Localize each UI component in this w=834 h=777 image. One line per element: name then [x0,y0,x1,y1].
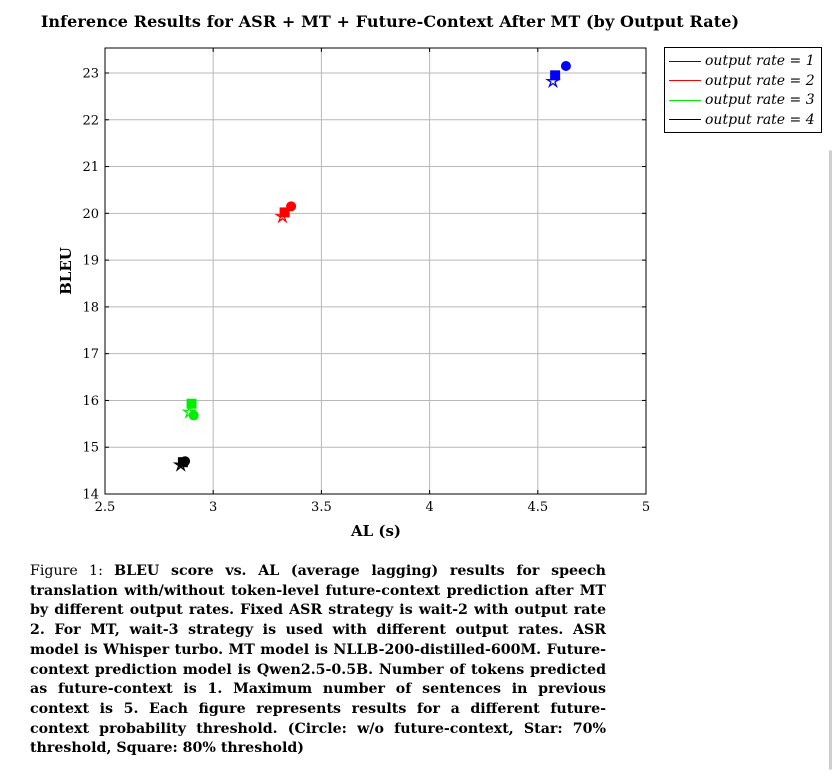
y-tick-label: 19 [82,254,99,269]
y-tick-label: 18 [82,300,99,315]
square-marker [186,398,197,409]
legend-line-swatch [669,80,701,81]
legend-label: output rate = 2 [705,72,815,89]
y-tick-label: 22 [82,113,99,128]
caption-label: Figure 1: [30,563,115,579]
y-tick-label: 16 [82,394,99,409]
y-tick-label: 15 [82,441,99,456]
legend-label: output rate = 1 [705,53,815,69]
y-tick-label: 14 [82,488,99,503]
axis-ticks: 2.5 3 3.5 4 4.5 5 14 15 16 17 18 19 20 21 22 23 [82,48,650,515]
chart-title: Inference Results for ASR + MT + Future-… [40,12,740,31]
x-tick-label: 3 [209,500,217,515]
legend-line-swatch [669,119,701,120]
x-tick-label: 4.5 [527,500,548,515]
x-tick-label: 5 [642,500,650,515]
data-markers [172,60,571,472]
x-tick-label: 3.5 [311,500,332,515]
square-marker [279,207,290,218]
grid-lines [105,48,646,494]
x-axis-label: AL (s) [350,522,401,540]
x-tick-label: 2.5 [95,500,116,515]
y-tick-label: 23 [82,67,99,82]
legend-entry: output rate = 4 [669,110,815,130]
legend: output rate = 1 output rate = 2 output rat… [664,47,822,133]
y-tick-label: 17 [82,347,99,362]
x-tick-label: 4 [425,500,433,515]
y-tick-label: 21 [82,160,99,175]
circle-marker [560,60,571,71]
y-tick-label: 20 [82,207,99,222]
legend-label: output rate = 4 [705,111,815,128]
legend-entry: output rate = 2 [669,71,815,91]
plot-frame [104,47,647,495]
y-axis-label: BLEU [57,247,75,295]
legend-line-swatch [669,60,701,62]
scrollbar[interactable] [829,150,832,770]
square-marker [177,457,188,468]
legend-entry: output rate = 1 [669,51,815,71]
legend-line-swatch [669,99,701,101]
legend-entry: output rate = 3 [669,90,815,110]
square-marker [550,70,561,81]
caption-text: BLEU score vs. AL (average lagging) resu… [30,563,606,757]
star-marker [181,403,198,419]
figure-caption: Figure 1: BLEU score vs. AL (average lag… [30,562,606,759]
legend-label: output rate = 3 [705,92,815,108]
